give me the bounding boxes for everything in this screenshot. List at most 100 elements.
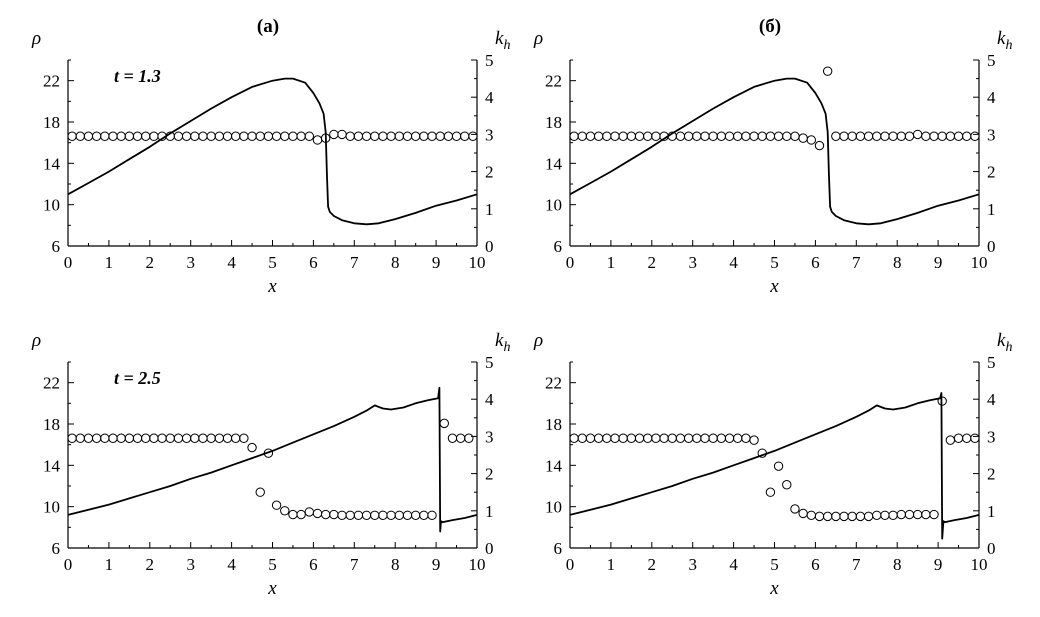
x-tick-label: 9 [934, 555, 943, 574]
density-line [67, 77, 478, 226]
y-tick-label: 22 [545, 72, 562, 91]
kh-marker [651, 131, 661, 141]
panel-label-b: (б) [759, 16, 781, 37]
kh-marker [634, 433, 645, 443]
kh-marker [198, 433, 208, 443]
y2-tick-label: 2 [987, 465, 996, 484]
kh-marker [773, 131, 784, 141]
kh-marker [173, 131, 184, 141]
x-tick-label: 1 [607, 253, 616, 272]
y-tick-label: 6 [554, 237, 563, 256]
kh-marker [675, 433, 686, 443]
x-tick-label: 10 [469, 253, 486, 272]
kh-marker [798, 133, 808, 143]
kh-marker [451, 131, 462, 141]
kh-marker [75, 131, 85, 141]
kh-marker [419, 510, 429, 520]
kh-marker [904, 131, 915, 141]
kh-marker [378, 510, 388, 520]
x-tick-label: 6 [811, 555, 820, 574]
kh-marker [157, 433, 167, 443]
kh-marker [304, 131, 315, 141]
kh-marker [198, 131, 208, 141]
kh-marker [610, 433, 620, 443]
x-tick-label: 9 [934, 253, 943, 272]
kh-marker [822, 66, 833, 76]
kh-marker [427, 510, 437, 520]
x-tick-label: 3 [688, 555, 697, 574]
kh-marker [67, 131, 77, 141]
kh-marker [435, 131, 445, 141]
x-tick-label: 5 [268, 555, 277, 574]
chart-panel-2: 0 1 2 3 4 5 6 7 8 9 10 6 10 14 18 22 0 1 2 3 4 5 x ρ kh t = 2.5 [31, 330, 510, 599]
chart-panel-0: 0 1 2 3 4 5 6 7 8 9 10 6 10 14 18 22 0 1 2 3 4 5 x ρ kh t = 1.3 [31, 28, 510, 297]
x-tick-label: 3 [688, 253, 697, 272]
kh-marker [577, 131, 587, 141]
kh-marker [132, 433, 143, 443]
chart-panel-3: 0 1 2 3 4 5 6 7 8 9 10 6 10 14 18 22 0 1 2 3 4 5 x ρ kh [533, 330, 1012, 599]
kh-marker [296, 509, 306, 520]
kh-marker [569, 433, 579, 443]
kh-marker [585, 131, 596, 141]
kh-marker [83, 131, 94, 141]
x-tick-label: 4 [729, 253, 738, 272]
x-tick-label: 7 [852, 555, 861, 574]
kh-marker [593, 131, 604, 141]
kh-marker [724, 131, 735, 141]
kh-marker [239, 433, 249, 443]
kh-marker [214, 131, 225, 141]
kh-marker [181, 433, 192, 443]
kh-marker [312, 135, 323, 145]
kh-marker [814, 511, 825, 522]
kh-marker [100, 433, 110, 443]
kh-marker [643, 433, 653, 443]
kh-marker [108, 131, 118, 141]
kh-marker [912, 509, 923, 520]
x-tick-label: 7 [350, 555, 359, 574]
kh-marker [455, 433, 466, 443]
kh-marker [312, 508, 323, 519]
x-tick-label: 3 [186, 253, 195, 272]
y2-tick-label: 5 [485, 51, 494, 70]
kh-marker [230, 131, 241, 141]
kh-marker [953, 131, 964, 141]
kh-marker [181, 131, 192, 141]
kh-marker [643, 131, 653, 141]
kh-marker [651, 433, 661, 443]
kh-marker [659, 433, 669, 443]
y2-tick-label: 4 [987, 390, 996, 409]
density-line [569, 77, 980, 226]
x-tick-label: 0 [64, 555, 73, 574]
time-label: t = 2.5 [114, 368, 161, 388]
kh-marker [190, 131, 200, 141]
kh-marker [190, 433, 200, 443]
kh-marker [741, 433, 751, 443]
kh-marker [271, 500, 282, 510]
x-tick-label: 6 [811, 253, 820, 272]
y2-tick-label: 3 [485, 125, 494, 144]
kh-marker [116, 433, 126, 443]
kh-marker [263, 448, 274, 458]
x-tick-label: 0 [566, 555, 575, 574]
kh-marker [945, 131, 956, 141]
x-tick-label: 8 [893, 253, 902, 272]
kh-marker [749, 131, 759, 141]
kh-marker [206, 131, 216, 141]
kh-marker [863, 131, 874, 141]
kh-marker [100, 131, 110, 141]
kh-marker [329, 509, 339, 520]
kh-marker [230, 433, 241, 443]
kh-marker [782, 480, 792, 490]
kh-marker [806, 135, 817, 145]
y2-tick-label: 0 [987, 539, 996, 558]
x-tick-label: 8 [391, 555, 400, 574]
kh-marker [692, 131, 702, 141]
kh-marker [953, 433, 964, 443]
y2-axis-label: kh [997, 330, 1012, 355]
kh-marker [872, 131, 882, 141]
x-tick-label: 9 [432, 253, 441, 272]
kh-marker [929, 509, 939, 520]
kh-marker [626, 131, 637, 141]
x-tick-label: 7 [852, 253, 861, 272]
